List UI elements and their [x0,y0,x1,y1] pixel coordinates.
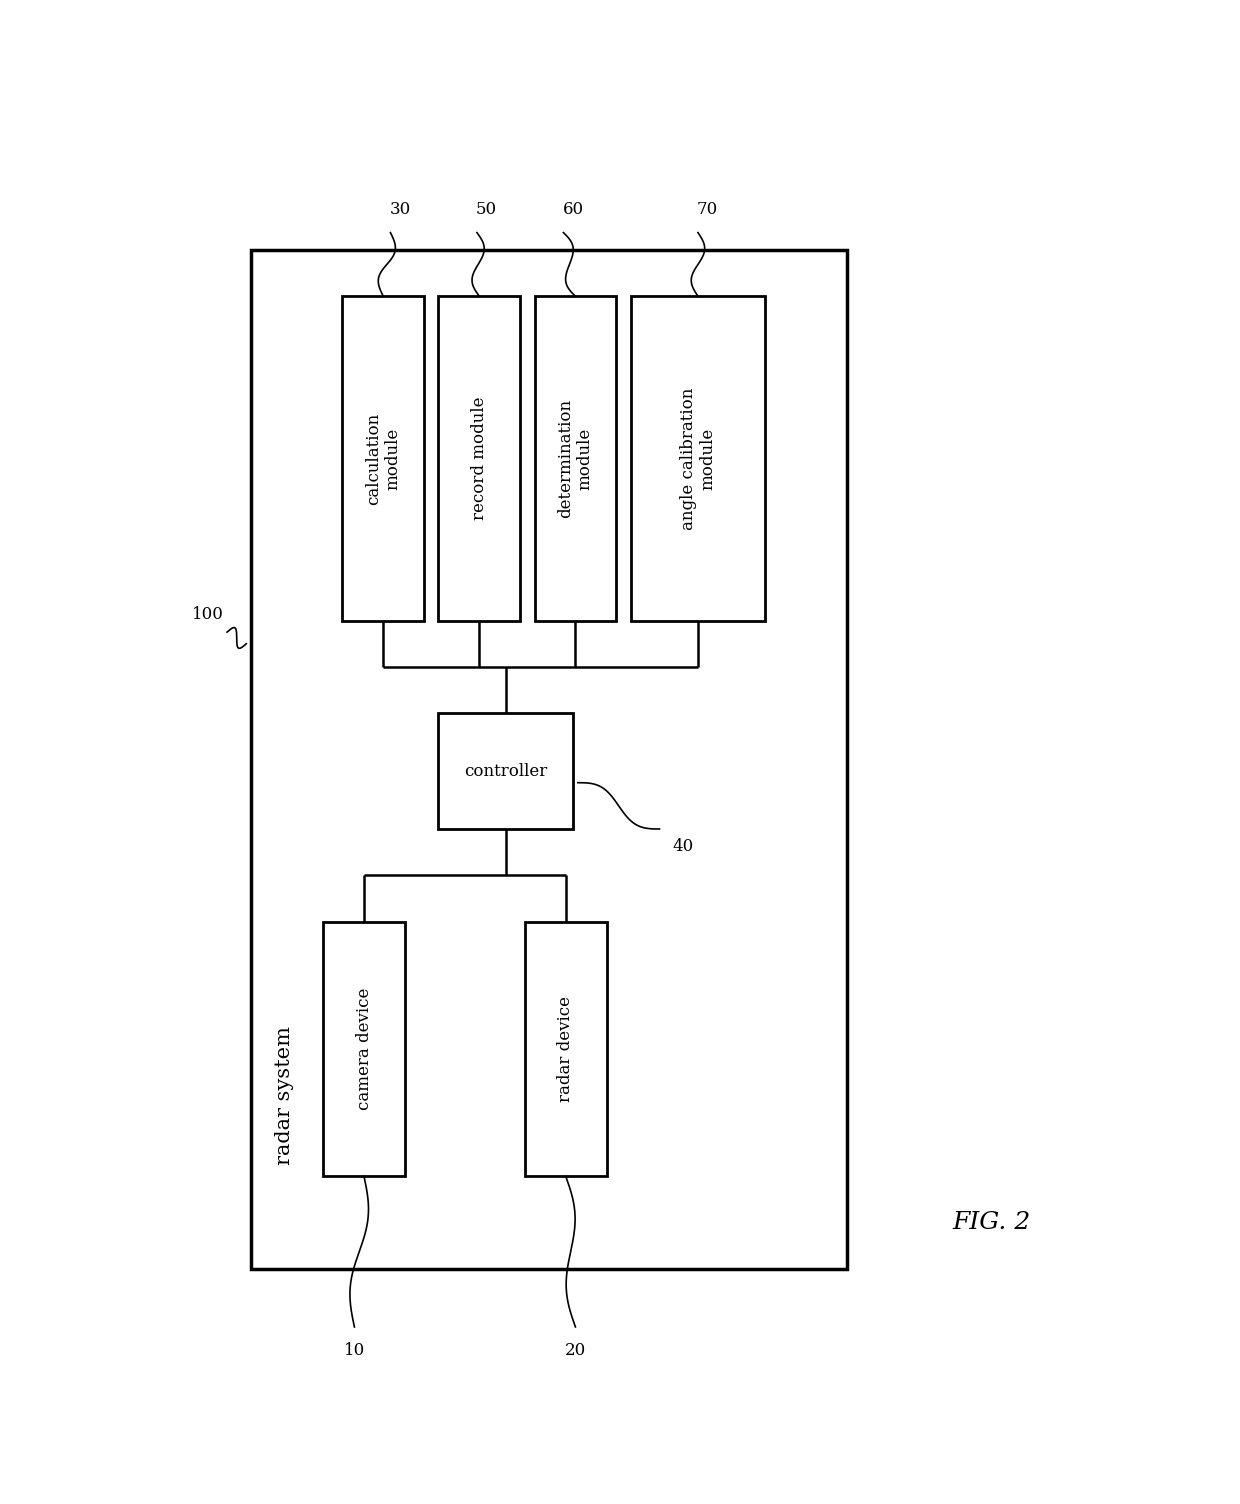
Bar [439,296,521,621]
Text: 100: 100 [192,606,223,623]
Text: 10: 10 [343,1342,365,1358]
Text: radar system: radar system [275,1026,294,1166]
Text: calculation
module: calculation module [365,412,402,504]
Text: radar device: radar device [557,996,574,1102]
Bar [525,922,606,1176]
Text: 70: 70 [697,202,718,218]
Text: 40: 40 [673,838,694,854]
Text: controller: controller [464,763,547,779]
Text: 60: 60 [563,202,584,218]
Text: camera device: camera device [356,988,372,1110]
Text: angle calibration
module: angle calibration module [680,387,717,529]
Bar [439,713,573,829]
Bar [324,922,404,1176]
Text: 30: 30 [389,202,410,218]
Bar [534,296,616,621]
Text: record module: record module [471,397,487,520]
Bar [342,296,424,621]
Text: determination
module: determination module [557,399,594,517]
Bar [250,250,847,1269]
Text: 20: 20 [564,1342,587,1358]
Bar [631,296,765,621]
Text: FIG. 2: FIG. 2 [952,1211,1030,1235]
Text: 50: 50 [476,202,497,218]
